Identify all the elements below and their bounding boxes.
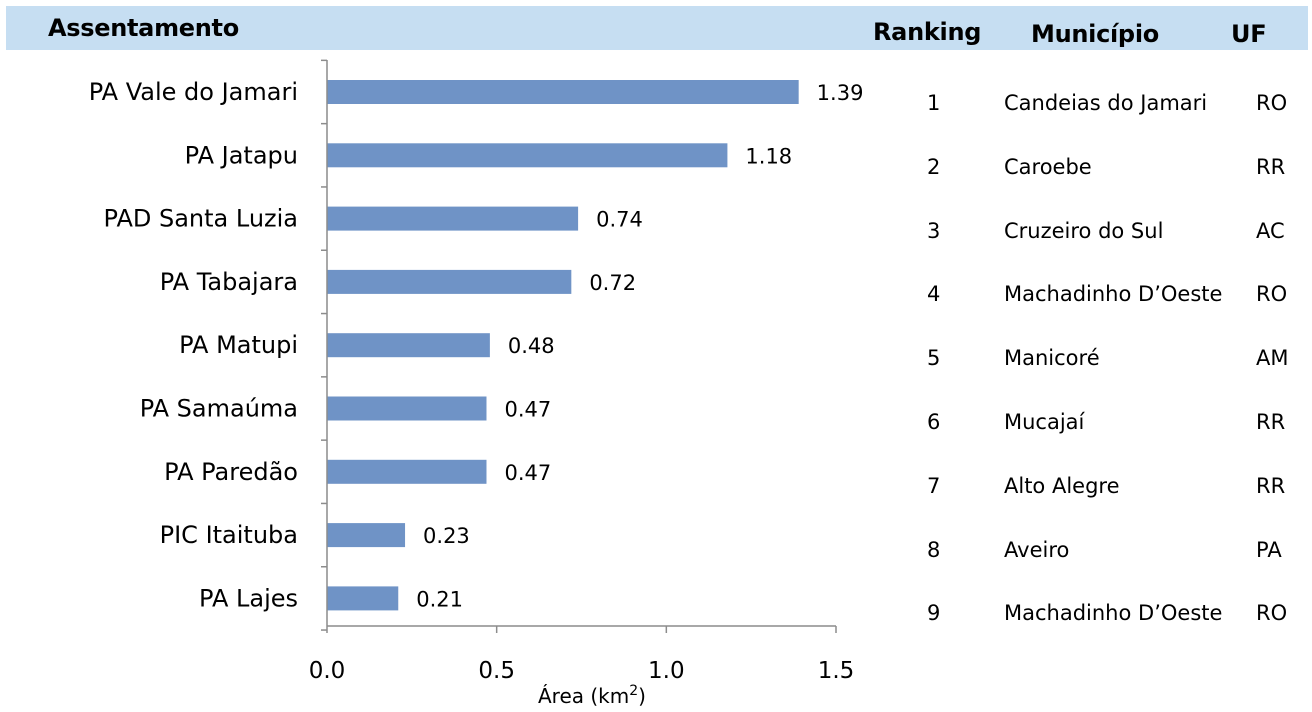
x-tick-label-3: 1.5 xyxy=(818,658,855,684)
x-axis-title-end: ) xyxy=(638,684,646,708)
ranking-uf-4: AM xyxy=(1256,346,1289,371)
value-label-4: 0.48 xyxy=(508,334,555,358)
bar-7 xyxy=(327,523,406,548)
x-axis-title: Área (km2) xyxy=(538,683,646,708)
value-label-5: 0.47 xyxy=(504,398,551,422)
ranking-uf-5: RR xyxy=(1256,410,1286,434)
ranking-rank-8: 9 xyxy=(927,601,941,626)
ranking-uf-3: RO xyxy=(1256,282,1288,307)
category-label-2: PAD Santa Luzia xyxy=(104,205,299,233)
ranking-municipio-6: Alto Alegre xyxy=(1004,473,1120,498)
ranking-municipio-0: Candeias do Jamari xyxy=(1004,91,1208,115)
ranking-uf-7: PA xyxy=(1256,537,1282,562)
ranking-municipio-7: Aveiro xyxy=(1004,537,1070,562)
category-label-4: PA Matupi xyxy=(179,331,298,359)
category-label-6: PA Paredão xyxy=(164,458,298,486)
ranking-uf-2: AC xyxy=(1256,218,1285,243)
value-label-0: 1.39 xyxy=(817,81,864,105)
x-tick-label-2: 1.0 xyxy=(648,658,685,684)
ranking-rank-6: 7 xyxy=(927,473,941,498)
category-label-0: PA Vale do Jamari xyxy=(89,78,298,106)
header-municipio: Município xyxy=(1031,20,1159,48)
ranking-municipio-4: Manicoré xyxy=(1004,346,1100,371)
bar-1 xyxy=(327,143,728,168)
ranking-municipio-1: Caroebe xyxy=(1004,154,1092,179)
header-band xyxy=(6,6,1308,50)
header-ranking: Ranking xyxy=(873,18,982,46)
bar-2 xyxy=(327,206,579,231)
x-tick-label-1: 0.5 xyxy=(478,658,515,684)
x-axis-title-sup: 2 xyxy=(629,683,638,699)
ranking-rank-2: 3 xyxy=(927,218,941,243)
ranking-municipio-8: Machadinho D’Oeste xyxy=(1004,601,1223,626)
header-uf: UF xyxy=(1231,20,1267,48)
axes-layer xyxy=(321,59,837,633)
ranking-municipio-3: Machadinho D’Oeste xyxy=(1004,282,1223,307)
value-label-8: 0.21 xyxy=(416,587,463,611)
labels-layer: PA Vale do Jamari 1.39 PA Jatapu 1.18 PAD Sa… xyxy=(89,78,864,708)
x-axis-title-main: Área (km xyxy=(538,684,629,708)
category-label-8: PA Lajes xyxy=(199,584,298,612)
category-label-5: PA Samaúma xyxy=(140,395,298,423)
ranking-rank-5: 6 xyxy=(927,410,941,434)
value-label-7: 0.23 xyxy=(423,524,470,548)
bar-5 xyxy=(327,396,487,421)
bar-8 xyxy=(327,586,399,611)
bar-0 xyxy=(327,80,799,104)
ranking-municipio-2: Cruzeiro do Sul xyxy=(1004,218,1164,243)
ranking-uf-6: RR xyxy=(1256,473,1286,498)
bar-4 xyxy=(327,333,490,358)
ranking-municipio-5: Mucajaí xyxy=(1004,410,1085,434)
ranking-rank-1: 2 xyxy=(927,154,941,179)
category-label-7: PIC Itaituba xyxy=(160,521,298,549)
ranking-uf-1: RR xyxy=(1256,154,1286,179)
value-label-1: 1.18 xyxy=(745,144,792,168)
category-label-3: PA Tabajara xyxy=(160,268,298,296)
value-label-2: 0.74 xyxy=(596,208,643,232)
bar-6 xyxy=(327,459,487,484)
ranking-rank-3: 4 xyxy=(927,282,941,307)
x-tick-label-0: 0.0 xyxy=(309,658,346,684)
bars-layer xyxy=(327,80,799,611)
category-label-1: PA Jatapu xyxy=(185,141,298,169)
value-label-6: 0.47 xyxy=(504,461,551,485)
ranking-rank-4: 5 xyxy=(927,346,941,371)
ranking-uf-8: RO xyxy=(1256,601,1288,626)
value-label-3: 0.72 xyxy=(589,271,636,295)
ranking-uf-0: RO xyxy=(1256,91,1288,115)
bar-3 xyxy=(327,269,572,294)
header-assentamento: Assentamento xyxy=(48,14,239,42)
ranking-rank-7: 8 xyxy=(927,537,941,562)
ranking-rank-0: 1 xyxy=(927,91,941,115)
